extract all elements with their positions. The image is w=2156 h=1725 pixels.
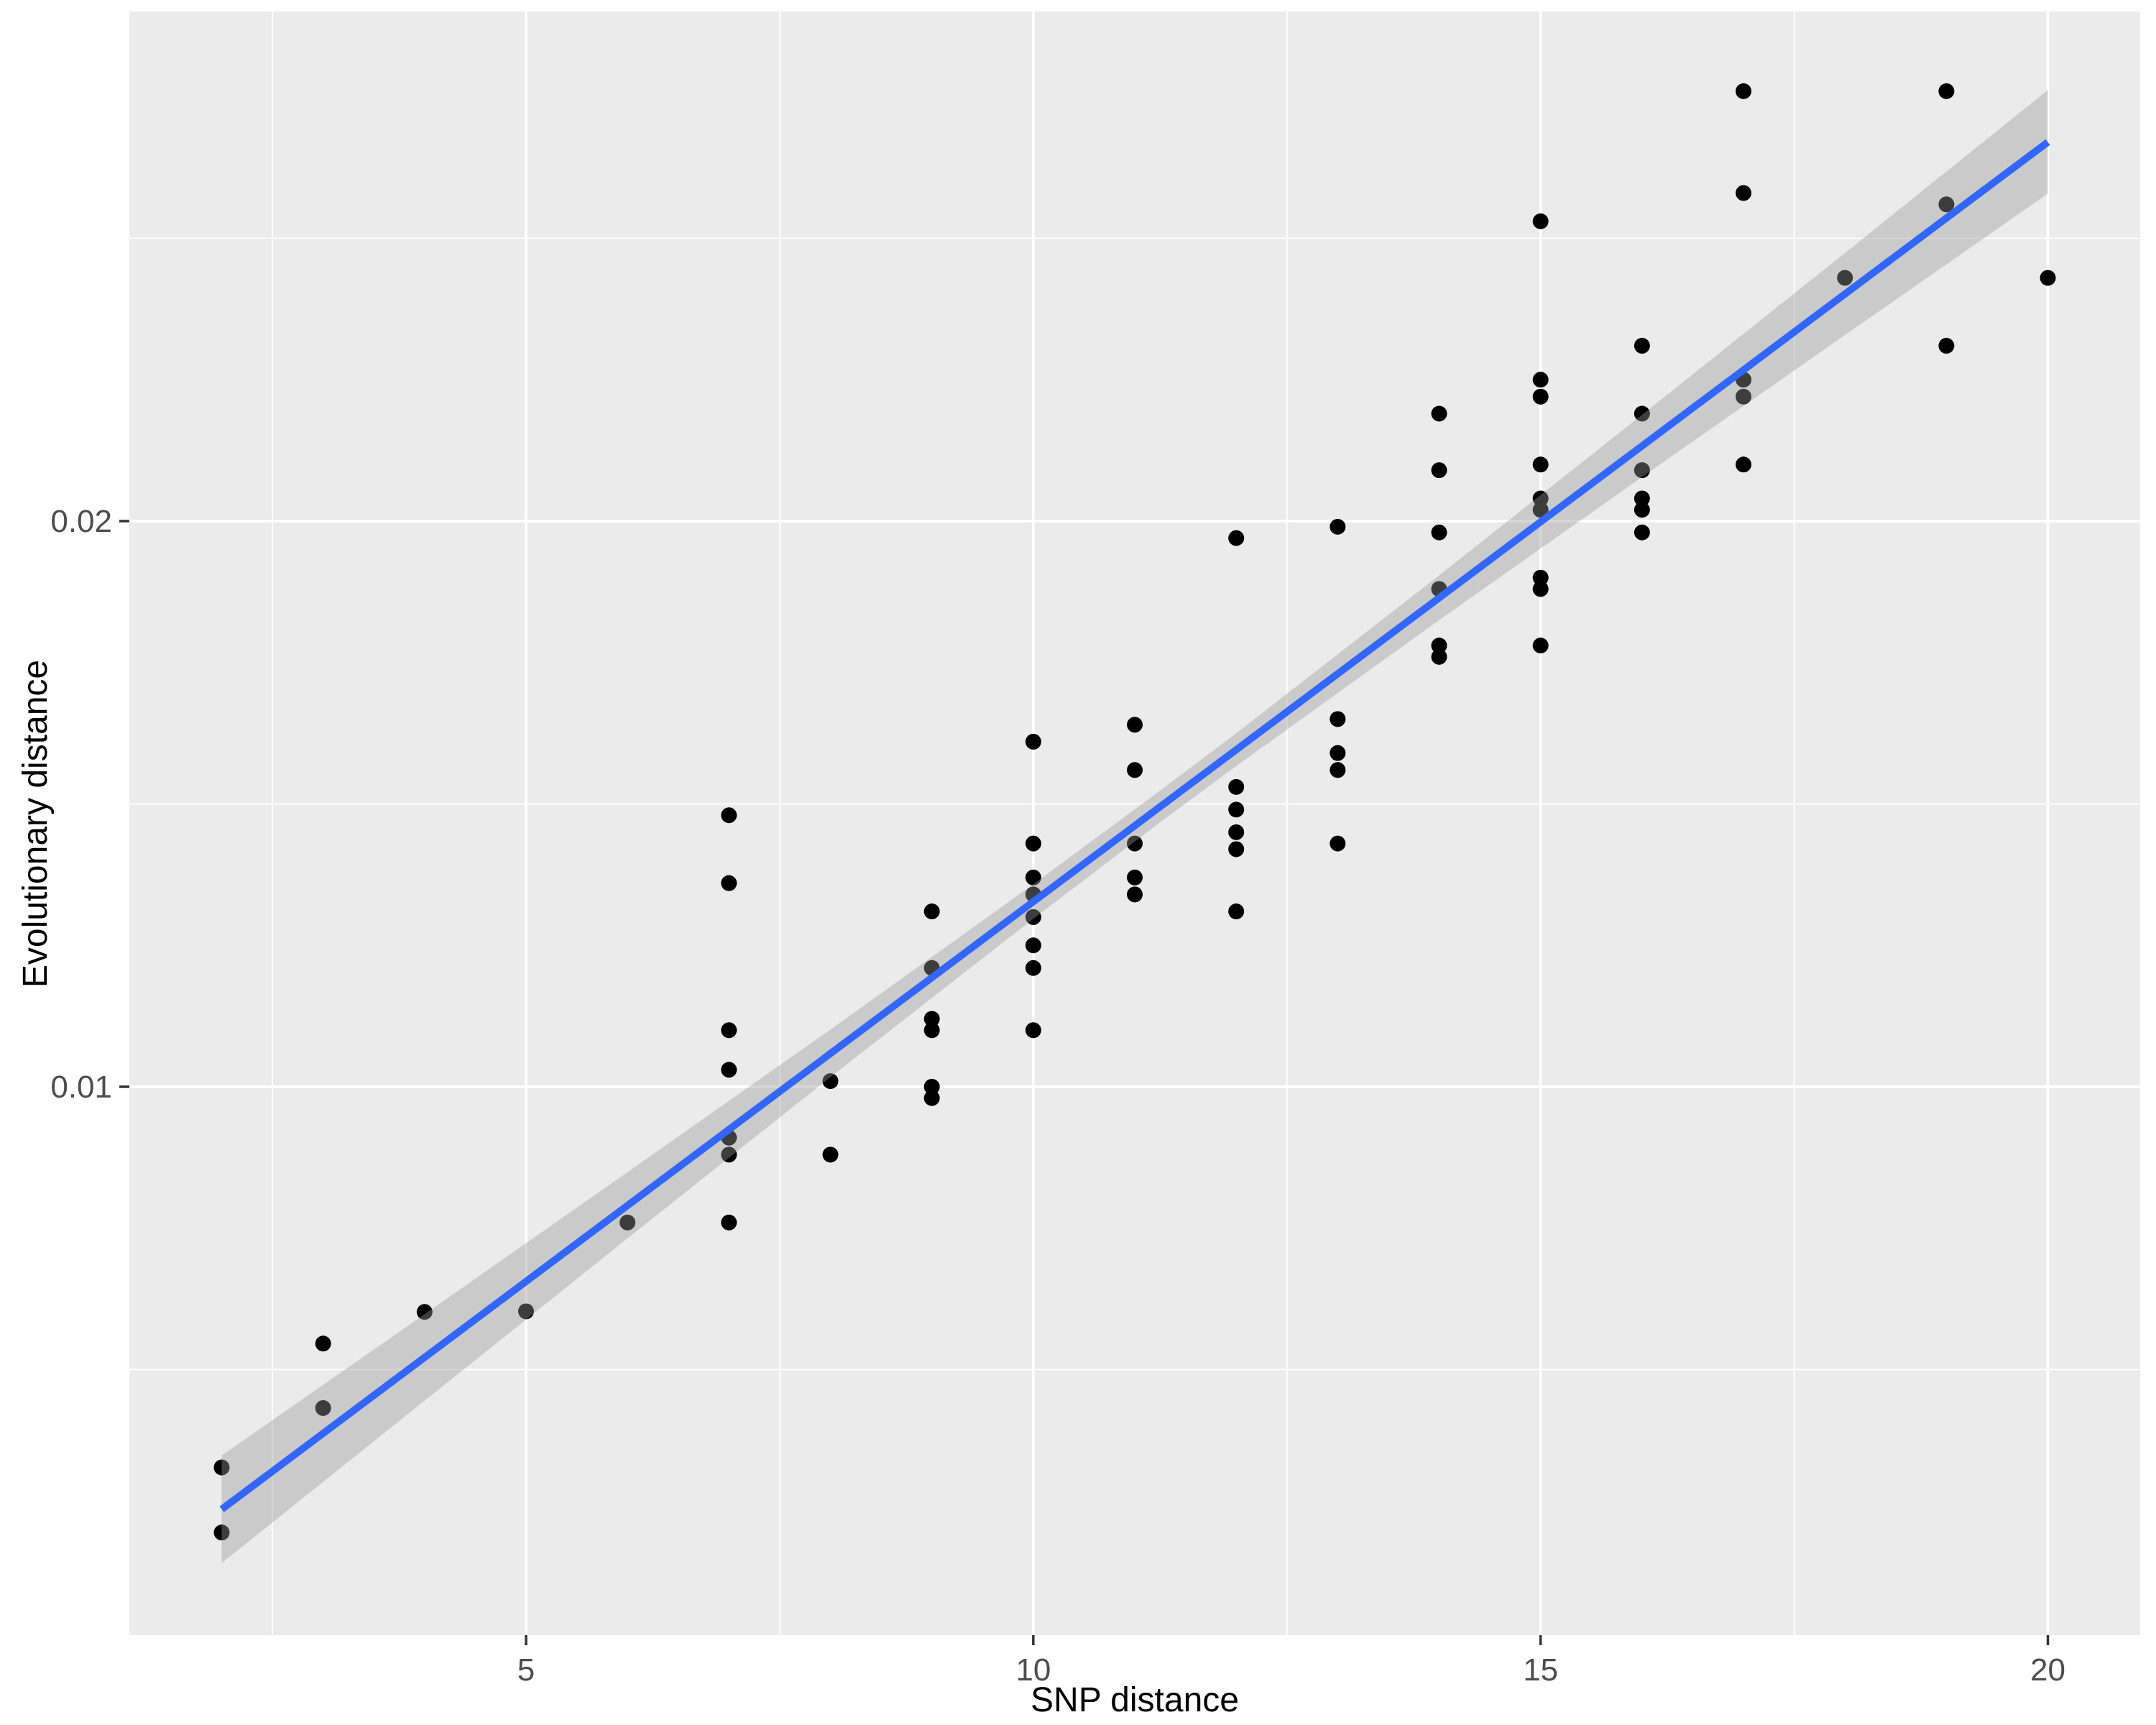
data-point <box>1634 405 1650 422</box>
data-point <box>315 1335 331 1352</box>
data-point <box>1431 462 1447 479</box>
data-point <box>1025 869 1041 886</box>
data-point <box>822 1146 839 1163</box>
x-tick-label: 5 <box>517 1652 535 1688</box>
data-point <box>213 1524 230 1541</box>
data-point <box>721 1146 737 1163</box>
data-point <box>822 1073 839 1090</box>
data-point <box>1634 338 1650 354</box>
data-point <box>1025 733 1041 750</box>
data-point <box>1532 456 1549 473</box>
data-point <box>1025 835 1041 852</box>
data-point <box>1431 648 1447 665</box>
data-point <box>721 875 737 891</box>
data-point <box>1228 841 1245 857</box>
x-tick-label: 15 <box>1523 1652 1558 1688</box>
data-point <box>1025 908 1041 925</box>
data-point <box>1938 83 1955 99</box>
data-point <box>2040 270 2056 286</box>
data-point <box>923 1090 940 1106</box>
data-point <box>1532 213 1549 229</box>
data-point <box>1330 711 1346 727</box>
data-point <box>1025 1022 1041 1039</box>
data-point <box>1127 835 1143 852</box>
data-point <box>923 1011 940 1027</box>
data-point <box>923 1079 940 1095</box>
data-point <box>1532 388 1549 405</box>
data-point <box>1532 581 1549 597</box>
y-axis-title: Evolutionary distance <box>17 659 55 988</box>
y-tick-label: 0.01 <box>50 1070 112 1105</box>
data-point <box>923 903 940 920</box>
data-point <box>1228 824 1245 840</box>
data-point <box>1228 903 1245 920</box>
data-point <box>721 1062 737 1078</box>
data-point <box>1736 83 1752 99</box>
data-point <box>721 807 737 824</box>
data-point <box>1532 569 1549 586</box>
data-point <box>1634 490 1650 507</box>
data-point <box>1532 490 1549 507</box>
data-point <box>1634 502 1650 518</box>
trend-line <box>219 139 2050 1512</box>
data-point <box>1532 372 1549 388</box>
data-point <box>1127 886 1143 903</box>
data-point <box>315 1400 331 1417</box>
data-point <box>923 1022 940 1039</box>
data-point <box>1736 456 1752 473</box>
data-point <box>721 1022 737 1039</box>
data-point <box>1532 502 1549 518</box>
x-tick-label: 10 <box>1015 1652 1051 1688</box>
data-point <box>1634 462 1650 479</box>
data-point <box>1228 801 1245 818</box>
data-point <box>1228 530 1245 546</box>
data-point <box>1025 937 1041 954</box>
data-point <box>1736 185 1752 201</box>
data-point <box>1127 717 1143 733</box>
data-point <box>1938 196 1955 213</box>
data-point <box>416 1304 433 1320</box>
data-point <box>1330 745 1346 761</box>
y-tick-label: 0.02 <box>50 504 112 539</box>
data-point <box>1330 762 1346 778</box>
x-axis-title: SNP distance <box>1031 1681 1239 1719</box>
data-point <box>1025 960 1041 976</box>
data-point <box>721 1214 737 1230</box>
data-point <box>1431 524 1447 540</box>
data-point <box>1127 869 1143 886</box>
data-point <box>517 1303 534 1320</box>
data-point <box>213 1459 230 1476</box>
data-point <box>1228 778 1245 795</box>
data-point <box>1431 638 1447 654</box>
data-point <box>1837 270 1853 286</box>
data-point <box>1127 762 1143 778</box>
data-point <box>1431 405 1447 422</box>
data-point <box>1634 524 1650 540</box>
data-point <box>619 1214 636 1230</box>
data-point <box>1330 518 1346 535</box>
data-point <box>1938 338 1955 354</box>
data-point <box>1330 835 1346 852</box>
x-tick-label: 20 <box>2030 1652 2065 1688</box>
data-point <box>1736 388 1752 405</box>
data-point <box>1532 638 1549 654</box>
